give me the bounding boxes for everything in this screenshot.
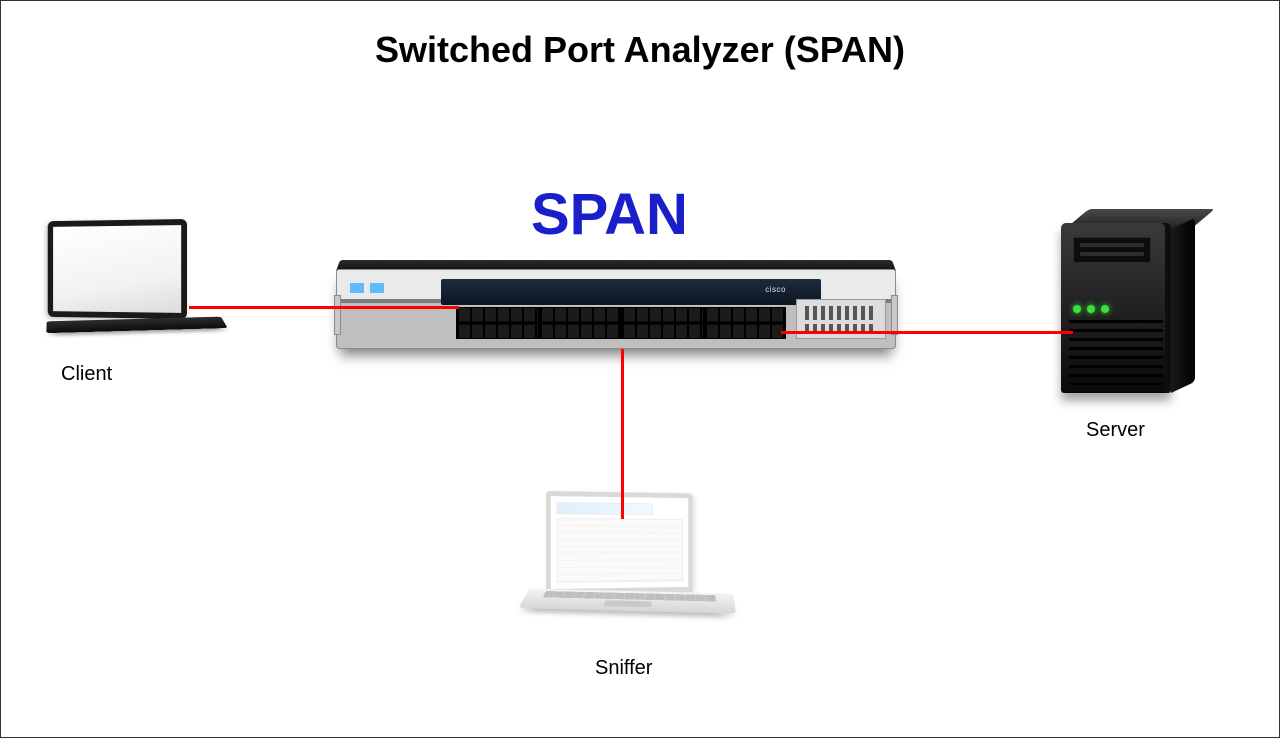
client-label: Client — [61, 363, 112, 386]
page-title: Switched Port Analyzer (SPAN) — [1, 29, 1279, 71]
sniffer-label: Sniffer — [595, 657, 652, 680]
sniffer-laptop-icon — [546, 491, 706, 596]
client-laptop-icon — [37, 219, 187, 319]
cable-switch-server — [781, 331, 1073, 334]
server-tower-icon — [1061, 223, 1171, 393]
server-label: Server — [1086, 419, 1145, 442]
span-overlay-label: SPAN — [531, 181, 688, 248]
network-switch-icon: cisco — [336, 269, 896, 349]
cable-client-switch — [189, 306, 459, 309]
cable-switch-sniffer — [621, 349, 624, 519]
